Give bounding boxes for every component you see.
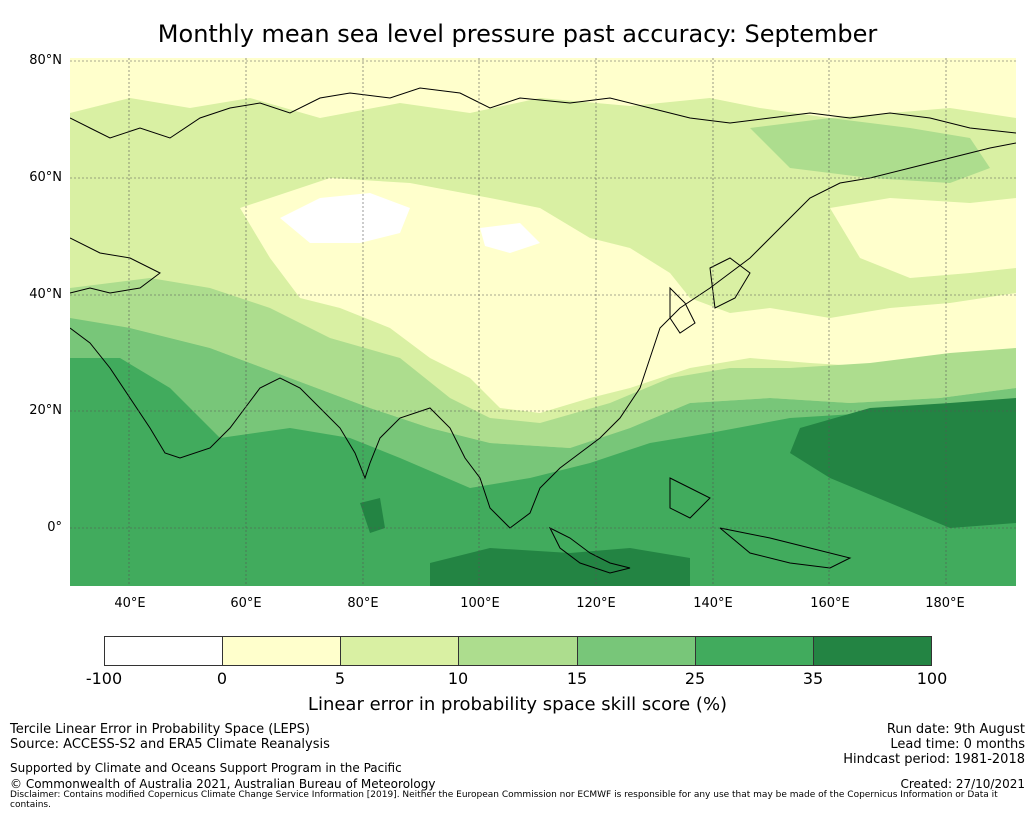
lon-label-60e: 60°E [230,596,262,611]
region-238443-indonesia [430,548,690,586]
lon-label-100e: 100°E [460,596,500,611]
colorbar-tick: 15 [566,669,588,688]
footer-lead-time: Lead time: 0 months [890,737,1025,752]
colorbar-tick: 35 [802,669,824,688]
colorbar-tick: 25 [684,669,706,688]
skill-score-map [70,58,1016,586]
colorbar-tick: 5 [334,669,346,688]
lon-label-40e: 40°E [114,596,146,611]
region-addd8e-north [750,118,990,183]
lon-label-180e: 180°E [925,596,965,611]
lat-label-eq: 0° [47,520,62,535]
lat-label-40n: 40°N [29,287,62,302]
region-41ab5d [70,358,1016,586]
region-ffffcc-central [240,178,1016,413]
footer-hindcast: Hindcast period: 1981-2018 [843,752,1025,767]
region-addd8e-mid [70,278,1016,448]
colorbar-segment [577,637,696,665]
footer-method: Tercile Linear Error in Probability Spac… [10,722,310,737]
region-white-2 [480,223,540,253]
lon-label-80e: 80°E [347,596,379,611]
lat-label-60n: 60°N [29,170,62,185]
map-canvas [70,58,1016,586]
colorbar-segment [105,637,224,665]
coastlines [70,87,1016,574]
colorbar [104,636,932,666]
lon-label-160e: 160°E [810,596,850,611]
colorbar-tick: 0 [216,669,228,688]
footer-created: Created: 27/10/2021 [900,777,1025,791]
colorbar-tick: 100 [916,669,948,688]
graticule [70,58,1016,586]
colorbar-segment [341,637,460,665]
colorbar-segment [813,637,931,665]
region-ffffcc-north [70,58,1016,118]
disclaimer: Disclaimer: Contains modified Copernicus… [10,790,998,810]
footer-copyright: © Commonwealth of Australia 2021, Austra… [10,777,436,791]
colorbar-tick: -100 [85,669,123,688]
lon-label-140e: 140°E [693,596,733,611]
region-ffffcc-east [830,198,1016,278]
footer-run-date: Run date: 9th August [886,722,1025,737]
colorbar-segment [459,637,578,665]
lat-label-80n: 80°N [29,53,62,68]
colorbar-tick: 10 [447,669,469,688]
footer-source: Source: ACCESS-S2 and ERA5 Climate Reana… [10,737,330,752]
map-title: Monthly mean sea level pressure past acc… [157,20,878,48]
region-238443-india [360,498,385,533]
colorbar-label: Linear error in probability space skill … [307,694,728,715]
region-238443-pacific [790,398,1016,528]
lat-label-20n: 20°N [29,403,62,418]
colorbar-segment [695,637,814,665]
footer-support: Supported by Climate and Oceans Support … [10,761,402,775]
region-white-1 [280,193,410,243]
lon-label-120e: 120°E [576,596,616,611]
colorbar-segment [223,637,342,665]
